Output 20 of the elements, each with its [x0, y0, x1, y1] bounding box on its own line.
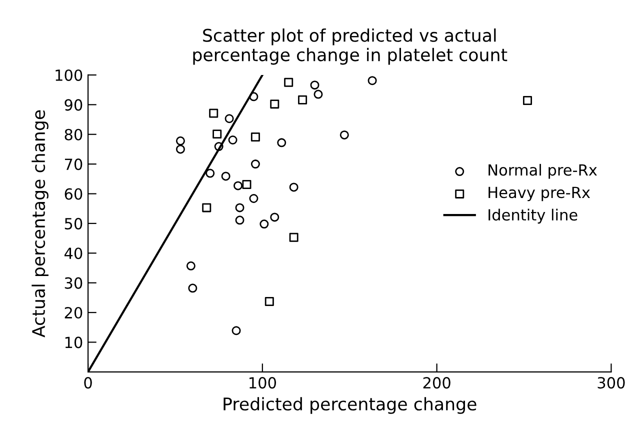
x-axis-title: Predicted percentage change [224, 397, 476, 414]
legend-label: Identity line [488, 208, 578, 224]
legend-label: Heavy pre-Rx [488, 186, 590, 202]
legend-label: Normal pre-Rx [488, 164, 597, 179]
chart-title: Scatter plot of predicted vs actual percentage change in platelet count [193, 28, 508, 65]
y-tick-label: 90 [64, 99, 82, 111]
y-tick-label: 10 [65, 336, 82, 348]
y-tick-label: 40 [64, 248, 82, 260]
y-tick-label: 60 [64, 188, 82, 200]
y-tick-label: 30 [64, 277, 82, 289]
y-tick-label: 100 [56, 69, 82, 81]
x-tick-label: 300 [598, 377, 625, 389]
x-tick-label: 200 [423, 377, 450, 389]
y-axis-title: Actual percentage change [32, 110, 48, 338]
y-tick-label: 20 [64, 306, 82, 319]
y-tick-label: 50 [64, 218, 82, 230]
x-tick-label: 100 [250, 377, 276, 389]
y-tick-label: 70 [64, 158, 82, 170]
y-tick-label: 80 [64, 128, 82, 140]
x-tick-label: 0 [84, 377, 92, 389]
